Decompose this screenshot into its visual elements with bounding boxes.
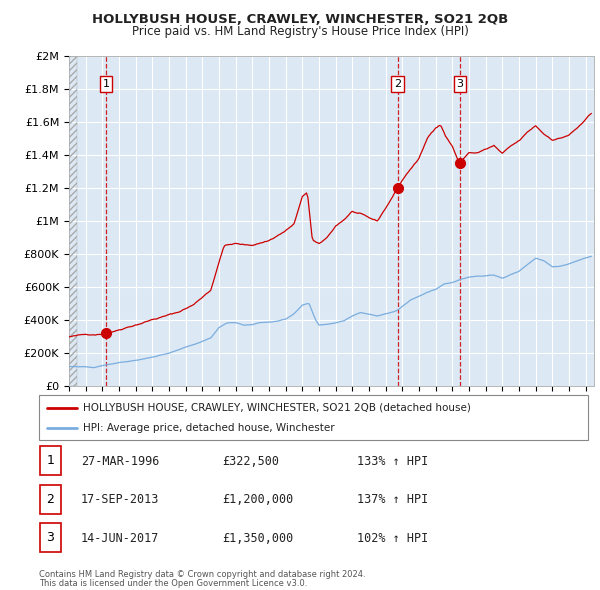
Text: 1: 1	[46, 454, 55, 467]
Text: Price paid vs. HM Land Registry's House Price Index (HPI): Price paid vs. HM Land Registry's House …	[131, 25, 469, 38]
Text: £322,500: £322,500	[222, 455, 279, 468]
FancyBboxPatch shape	[40, 447, 61, 475]
FancyBboxPatch shape	[39, 395, 588, 440]
Text: 102% ↑ HPI: 102% ↑ HPI	[357, 532, 428, 545]
Text: HOLLYBUSH HOUSE, CRAWLEY, WINCHESTER, SO21 2QB: HOLLYBUSH HOUSE, CRAWLEY, WINCHESTER, SO…	[92, 13, 508, 26]
Text: HOLLYBUSH HOUSE, CRAWLEY, WINCHESTER, SO21 2QB (detached house): HOLLYBUSH HOUSE, CRAWLEY, WINCHESTER, SO…	[83, 403, 471, 412]
Text: 2: 2	[46, 493, 55, 506]
Text: £1,200,000: £1,200,000	[222, 493, 293, 506]
Text: HPI: Average price, detached house, Winchester: HPI: Average price, detached house, Winc…	[83, 424, 335, 434]
Text: 17-SEP-2013: 17-SEP-2013	[81, 493, 160, 506]
Text: 14-JUN-2017: 14-JUN-2017	[81, 532, 160, 545]
Text: 1: 1	[103, 79, 110, 89]
FancyBboxPatch shape	[40, 523, 61, 552]
Text: 3: 3	[46, 531, 55, 544]
Text: This data is licensed under the Open Government Licence v3.0.: This data is licensed under the Open Gov…	[39, 579, 307, 588]
Text: 2: 2	[394, 79, 401, 89]
Text: £1,350,000: £1,350,000	[222, 532, 293, 545]
Text: Contains HM Land Registry data © Crown copyright and database right 2024.: Contains HM Land Registry data © Crown c…	[39, 570, 365, 579]
Text: 27-MAR-1996: 27-MAR-1996	[81, 455, 160, 468]
Text: 137% ↑ HPI: 137% ↑ HPI	[357, 493, 428, 506]
Text: 133% ↑ HPI: 133% ↑ HPI	[357, 455, 428, 468]
FancyBboxPatch shape	[40, 485, 61, 513]
Text: 3: 3	[457, 79, 463, 89]
